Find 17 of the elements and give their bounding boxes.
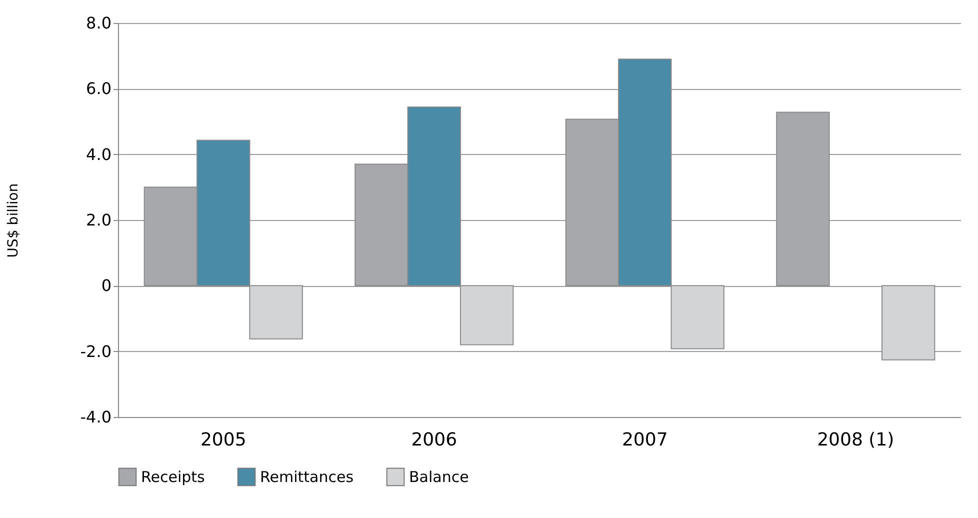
y-axis-title: US$ billion [5,183,22,258]
y-tick-label: 4.0 [86,144,112,164]
legend-label: Receipts [141,468,206,486]
y-tick-label: -4.0 [80,408,112,426]
y-tick-label: 2.0 [86,210,112,230]
x-tick-label: 2008 (1) [817,430,894,450]
x-tick-label: 2006 [411,430,458,450]
y-tick-label: 8.0 [86,14,112,32]
legend-label: Remittances [260,468,354,486]
x-tick-label: 2005 [200,430,246,450]
legend-label: Balance [409,468,469,486]
y-tick-label: 0 [101,276,112,296]
bar [776,112,830,286]
y-tick-label: -2.0 [80,342,112,361]
bar [881,285,936,360]
y-tick-label: 6.0 [86,79,112,98]
x-tick-label: 2007 [622,430,668,450]
